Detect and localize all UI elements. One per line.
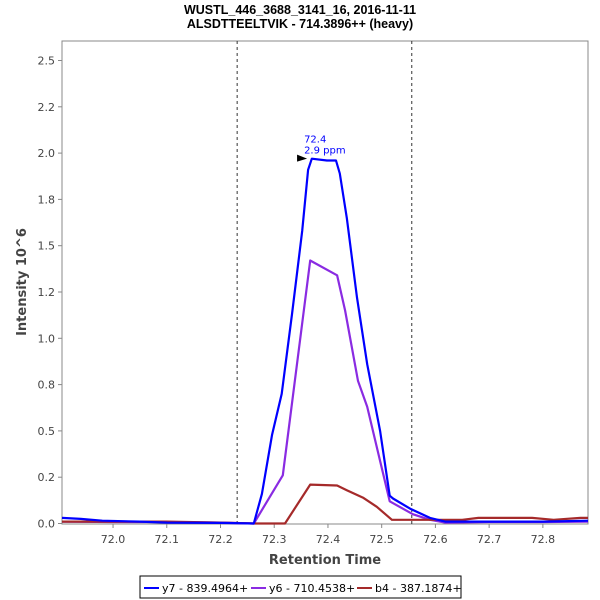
y-tick-label: 1.0 [38, 332, 56, 345]
y-tick-label: 0.2 [38, 471, 56, 484]
x-tick-label: 72.1 [155, 533, 180, 546]
chart-subtitle: ALSDTTEELTVIK - 714.3896++ (heavy) [187, 17, 413, 31]
chart-title: WUSTL_446_3688_3141_16, 2016-11-11 [184, 3, 416, 17]
x-tick-label: 72.6 [423, 533, 448, 546]
series-line-y7 [61, 157, 589, 525]
x-tick-label: 72.4 [316, 533, 341, 546]
x-tick-label: 72.2 [208, 533, 233, 546]
x-tick-label: 72.7 [477, 533, 502, 546]
plot-area [61, 40, 589, 525]
legend-label: y7 - 839.4964+ [162, 582, 248, 595]
legend-item: y7 - 839.4964+ [144, 582, 248, 595]
y-tick-label: 0.5 [38, 425, 56, 438]
x-tick-label: 72.8 [531, 533, 556, 546]
peak-ppm-label: 2.9 ppm [304, 146, 346, 157]
legend-item: y6 - 710.4538+ [251, 582, 355, 595]
legend-label: b4 - 387.1874+ [375, 582, 462, 595]
legend-box [139, 575, 462, 599]
legend-label: y6 - 710.4538+ [269, 582, 355, 595]
legend: y7 - 839.4964+ y6 - 710.4538+ b4 - 387.187… [139, 575, 462, 599]
x-axis-label: Retention Time [269, 553, 381, 568]
peak-rt-label: 72.4 [304, 135, 326, 146]
peak-marker-icon [297, 154, 308, 162]
x-tick-label: 72.3 [262, 533, 287, 546]
y-tick-label: 2.0 [38, 147, 56, 160]
y-tick-label: 1.8 [38, 193, 56, 206]
x-tick-label: 72.0 [101, 533, 126, 546]
y-tick-label: 1.5 [38, 240, 56, 253]
y-tick-label: 2.2 [38, 101, 56, 114]
x-tick-label: 72.5 [369, 533, 394, 546]
y-tick-label: 0.0 [38, 518, 56, 531]
y-tick-label: 2.5 [38, 55, 56, 68]
y-axis-label: Intensity 10^6 [15, 228, 30, 336]
y-tick-label: 0.8 [38, 379, 56, 392]
y-tick-label: 1.2 [38, 286, 56, 299]
legend-item: b4 - 387.1874+ [357, 582, 462, 595]
